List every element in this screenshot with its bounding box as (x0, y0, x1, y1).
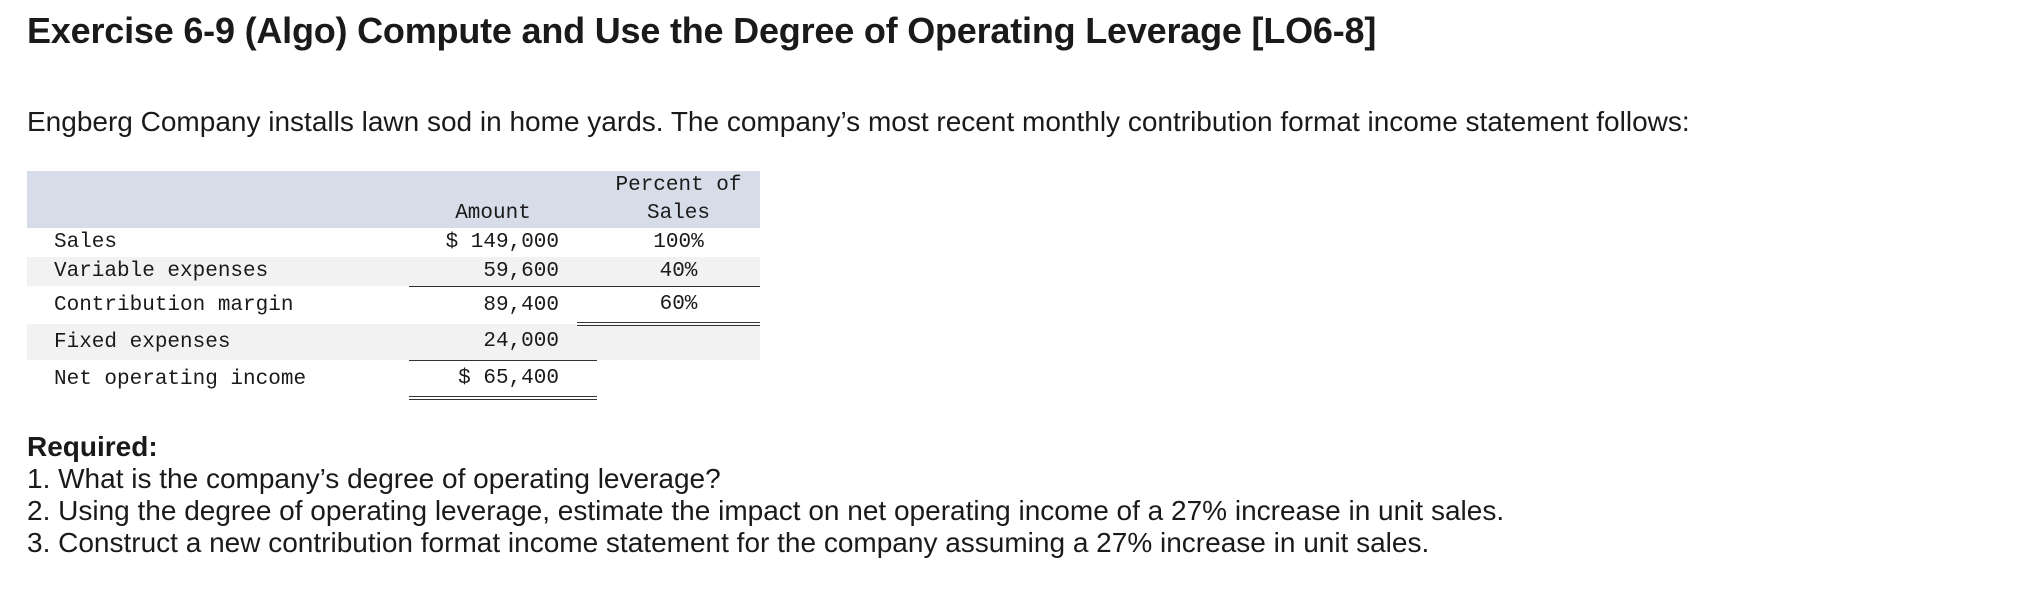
header-percent-line1: Percent of (615, 174, 742, 197)
table-row-net-operating-income: Net operating income $ 65,400 (27, 360, 760, 400)
table-row-variable-expenses: Variable expenses 59,600 40% (27, 257, 760, 287)
header-amount: Amount (409, 171, 577, 228)
income-statement-table: Amount Percent of Sales Sales $ 149,000 … (27, 171, 760, 400)
header-percent-line2: Sales (646, 202, 710, 225)
required-item-3: 3. Construct a new contribution format i… (27, 527, 1430, 558)
table-row-sales: Sales $ 149,000 100% (27, 228, 760, 257)
row-label: Variable expenses (54, 260, 269, 283)
required-item-1: 1. What is the company’s degree of opera… (27, 463, 721, 494)
row-label: Net operating income (54, 367, 307, 391)
row-amount: 89,400 (483, 293, 559, 317)
table-row-fixed-expenses: Fixed expenses 24,000 (27, 324, 760, 361)
exercise-title: Exercise 6-9 (Algo) Compute and Use the … (27, 10, 1377, 51)
row-percent: 40% (597, 257, 760, 287)
required-item-2: 2. Using the degree of operating leverag… (27, 495, 1505, 526)
table-row-contribution-margin: Contribution margin 89,400 60% (27, 286, 760, 326)
row-label: Fixed expenses (54, 330, 231, 354)
row-percent: 100% (653, 231, 704, 254)
row-label: Sales (54, 231, 118, 254)
row-amount: 59,600 (409, 257, 577, 287)
intro-text: Engberg Company installs lawn sod in hom… (27, 106, 1690, 137)
row-amount: $ 65,400 (409, 360, 577, 400)
row-percent (597, 360, 760, 398)
row-percent: 60% (597, 286, 760, 326)
row-percent (597, 324, 760, 360)
header-percent: Percent of Sales (597, 171, 760, 228)
required-heading: Required: (27, 431, 158, 462)
row-amount: $ 149,000 (445, 231, 559, 254)
table-header-row: Amount Percent of Sales (27, 171, 760, 228)
header-gap (577, 171, 597, 228)
required-section: Required: 1. What is the company’s degre… (27, 431, 1504, 559)
row-amount: 24,000 (409, 324, 577, 361)
header-label-cell (27, 171, 409, 228)
row-label: Contribution margin (54, 293, 294, 317)
